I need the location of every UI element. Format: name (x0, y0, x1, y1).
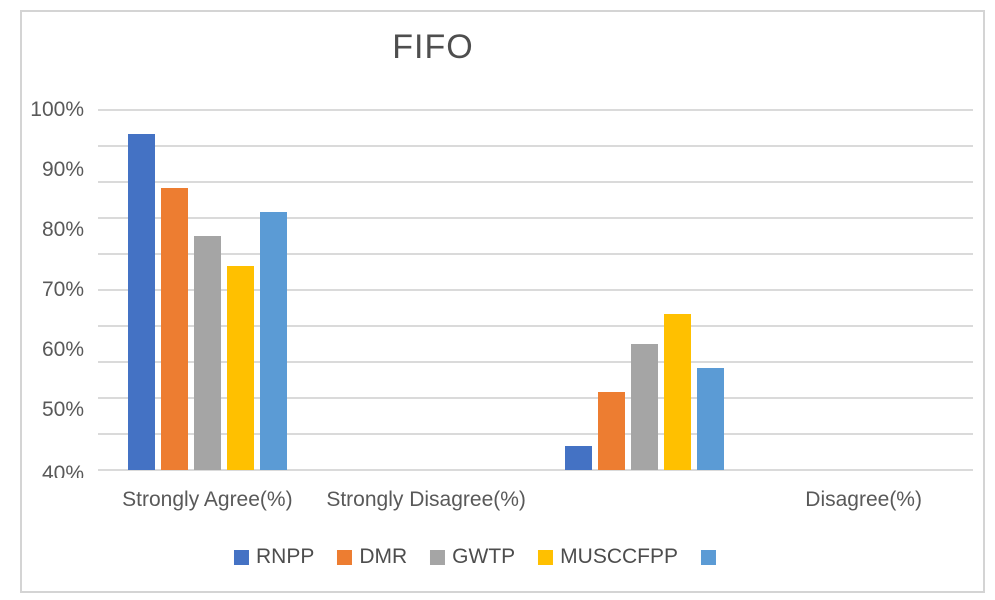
x-category-label: Disagree(%) (805, 488, 922, 511)
x-category-label: Strongly Agree(%) (122, 488, 293, 511)
bar-GWTP (193, 236, 221, 470)
gridline (98, 109, 973, 111)
bar-GWTP (631, 344, 659, 470)
legend-swatch-icon (538, 549, 554, 565)
x-category-label: Strongly Disagree(%) (326, 488, 526, 511)
gridline (98, 325, 973, 327)
gridline (98, 217, 973, 219)
bar-MUSCCFPP (664, 314, 692, 470)
legend-label: DMR (359, 545, 408, 568)
bar-DMR (598, 392, 626, 470)
bar-series5 (697, 368, 725, 470)
bar-RNPP (127, 134, 155, 470)
legend-swatch-icon (701, 549, 717, 565)
gridline (98, 397, 973, 399)
gridline (98, 181, 973, 183)
y-tick-label: 100% (30, 98, 84, 121)
bar-series5 (259, 212, 287, 470)
legend-label: MUSCCFPP (560, 545, 679, 568)
legend-swatch-icon (430, 549, 446, 565)
legend-label: GWTP (452, 545, 516, 568)
bar-RNPP (565, 446, 593, 470)
legend-item-MUSCCFPP: MUSCCFPP (538, 545, 678, 569)
legend-swatch-icon (233, 549, 249, 565)
y-tick-label: 60% (41, 338, 84, 361)
legend-swatch-icon (337, 549, 353, 565)
bar-MUSCCFPP (226, 266, 254, 470)
gridline (98, 433, 973, 435)
gridline (98, 469, 973, 471)
legend-label: RNPP (255, 545, 315, 568)
y-tick-label: 70% (41, 278, 84, 301)
bar-DMR (160, 188, 188, 470)
legend-item-DMR: DMR (337, 545, 407, 569)
gridline (98, 289, 973, 291)
legend: RNPP DMR GWTP MUSCCFPP (233, 544, 717, 570)
legend-item-RNPP: RNPP (233, 545, 315, 569)
y-tick-label: 50% (41, 398, 84, 421)
gridline (98, 361, 973, 363)
legend-item-series5 (701, 549, 717, 565)
gridline (98, 145, 973, 147)
y-tick-label: 40% (41, 462, 84, 478)
chart-title: FIFO (392, 28, 474, 66)
legend-item-GWTP: GWTP (430, 545, 515, 569)
y-tick-label: 80% (41, 218, 84, 241)
gridline (98, 253, 973, 255)
y-tick-label: 90% (41, 158, 84, 181)
